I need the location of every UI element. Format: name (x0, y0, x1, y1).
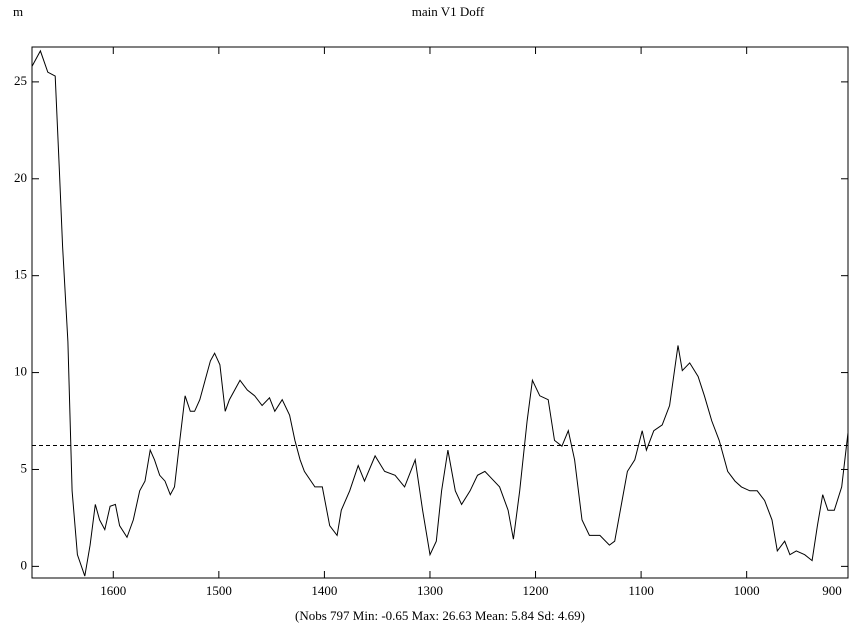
y-tick-label: 25 (14, 73, 27, 88)
x-tick-label: 1500 (206, 583, 232, 598)
x-tick-label: 900 (822, 583, 842, 598)
y-tick-label: 10 (14, 364, 27, 379)
y-axis-label: m (13, 4, 23, 19)
x-tick-label: 1100 (628, 583, 654, 598)
plot-frame (31, 46, 849, 579)
footer-stats: (Nobs 797 Min: -0.65 Max: 26.63 Mean: 5.… (295, 608, 585, 623)
x-tick-label: 1000 (734, 583, 760, 598)
y-tick-label: 15 (14, 267, 27, 282)
x-tick-label: 1600 (100, 583, 126, 598)
data-line (31, 49, 849, 577)
x-tick-label: 1300 (417, 583, 443, 598)
chart-title: main V1 Doff (412, 4, 485, 19)
y-tick-label: 5 (21, 460, 28, 475)
y-tick-label: 0 (21, 557, 28, 572)
x-tick-label: 1400 (311, 583, 337, 598)
x-tick-label: 1200 (523, 583, 549, 598)
y-tick-label: 20 (14, 170, 27, 185)
